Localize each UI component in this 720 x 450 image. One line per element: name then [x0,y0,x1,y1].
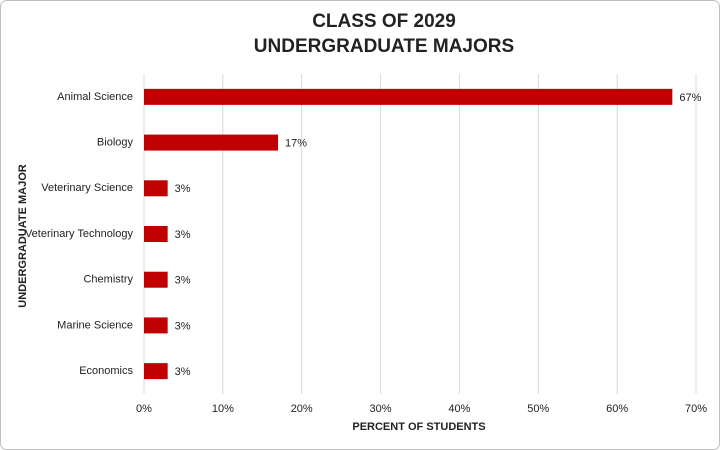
x-tick-label: 20% [291,403,313,415]
x-tick-label: 0% [136,403,152,415]
bar [144,271,168,288]
bar [144,317,168,334]
chart-title: UNDERGRADUATE MAJORS [254,36,514,57]
x-tick-label: 30% [370,403,392,415]
data-label: 3% [175,183,191,195]
chart-title: CLASS OF 2029 [312,11,456,32]
bar [144,363,168,380]
bar [144,134,279,151]
data-label: 3% [175,229,191,241]
x-axis-title: PERCENT OF STUDENTS [352,421,485,433]
x-tick-label: 10% [212,403,234,415]
y-tick-label: Veterinary Science [41,182,133,194]
bar [144,88,673,105]
y-axis-title: UNDERGRADUATE MAJOR [17,164,29,307]
data-label: 67% [679,92,701,104]
bar [144,226,168,242]
bar [144,180,168,197]
y-tick-label: Chemistry [83,274,133,286]
y-tick-label: Marine Science [57,319,133,331]
y-tick-label: Veterinary Technology [25,228,134,240]
x-tick-label: 50% [527,403,549,415]
x-tick-label: 60% [606,403,628,415]
x-tick-label: 70% [685,403,707,415]
data-label: 17% [285,137,307,149]
y-tick-label: Animal Science [57,91,133,103]
data-label: 3% [175,366,191,378]
x-tick-label: 40% [448,403,470,415]
y-tick-label: Economics [79,365,133,377]
data-label: 3% [175,275,191,287]
data-label: 3% [175,320,191,332]
y-tick-label: Biology [97,136,134,148]
